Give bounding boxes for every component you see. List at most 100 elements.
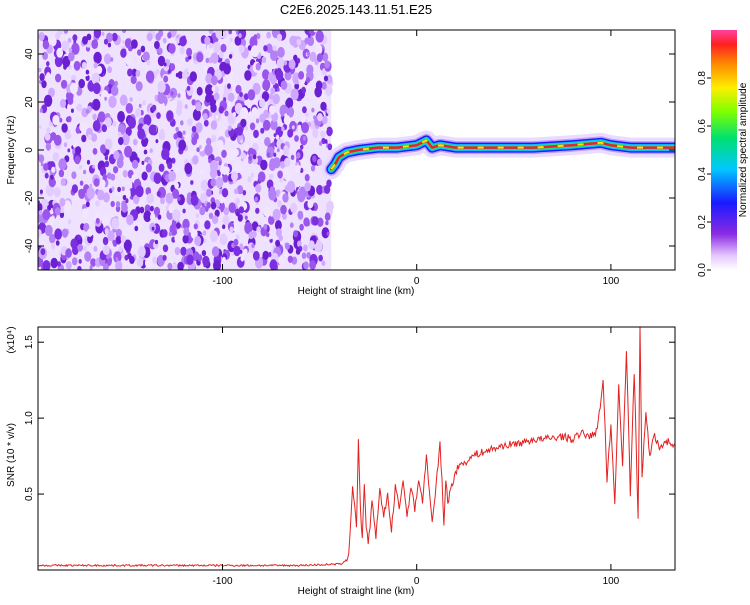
noise-blob [326, 109, 331, 114]
noise-blob [125, 57, 132, 66]
noise-blob [234, 36, 242, 46]
noise-blob [284, 242, 290, 250]
noise-blob [250, 45, 260, 58]
noise-blob [85, 69, 90, 75]
noise-blob [38, 124, 42, 129]
noise-blob [253, 129, 259, 139]
noise-blob [124, 145, 133, 158]
noise-blob [294, 135, 299, 142]
noise-blob [110, 57, 114, 62]
noise-blob [75, 126, 81, 134]
noise-blob [166, 101, 175, 113]
noise-blob [296, 158, 299, 163]
noise-blob [60, 178, 66, 187]
noise-blob [177, 261, 184, 270]
noise-blob [296, 38, 302, 46]
noise-blob [49, 233, 56, 244]
noise-blob [92, 148, 98, 155]
noise-blob [288, 59, 296, 70]
noise-blob [297, 210, 304, 220]
noise-blob [312, 155, 317, 163]
noise-blob [82, 36, 88, 45]
noise-blob [42, 209, 51, 221]
noise-blob [274, 220, 282, 231]
noise-blob [260, 127, 265, 134]
noise-blob [324, 84, 333, 96]
noise-blob [277, 170, 283, 179]
noise-blob [259, 94, 263, 99]
noise-blob [85, 201, 90, 208]
noise-blob [235, 84, 242, 94]
noise-blob [240, 107, 249, 119]
noise-blob [63, 30, 69, 34]
noise-blob [308, 240, 315, 250]
noise-blob [316, 217, 324, 227]
noise-blob [39, 189, 43, 194]
noise-blob [236, 212, 240, 217]
noise-blob [176, 107, 182, 116]
noise-blob [118, 246, 123, 253]
noise-blob [189, 150, 194, 158]
noise-blob [154, 40, 160, 50]
noise-blob [133, 138, 138, 146]
noise-blob [234, 188, 239, 195]
noise-blob [127, 116, 136, 129]
x-tick-label: -100 [212, 576, 232, 587]
noise-blob [81, 61, 87, 70]
noise-blob [182, 218, 190, 230]
noise-blob [111, 217, 120, 230]
noise-blob [236, 185, 244, 195]
noise-blob [238, 33, 242, 39]
noise-blob [173, 133, 178, 140]
noise-blob [160, 197, 165, 205]
noise-blob [70, 108, 74, 113]
noise-blob [235, 234, 240, 240]
noise-blob [92, 98, 101, 111]
snr-frame [37, 326, 676, 571]
noise-blob [317, 158, 323, 166]
noise-blob [249, 36, 258, 48]
noise-blob [293, 54, 298, 61]
noise-blob [83, 245, 87, 252]
noise-blob [74, 155, 81, 165]
noise-blob [171, 157, 176, 164]
noise-blob [93, 62, 98, 69]
noise-blob [179, 36, 187, 47]
noise-blob [301, 122, 309, 134]
noise-blob [168, 170, 176, 182]
noise-blob [78, 259, 82, 264]
noise-blob [115, 228, 122, 238]
noise-blob [184, 104, 188, 110]
noise-blob [286, 180, 296, 193]
noise-blob [126, 214, 134, 226]
noise-blob [121, 203, 128, 213]
snr-y-axis-label: SNR (10 * v/v) [6, 423, 17, 487]
chart-title: C2E6.2025.143.11.51.E25 [280, 2, 432, 17]
noise-blob [305, 112, 309, 118]
noise-blob [270, 119, 278, 131]
noise-blob [279, 177, 283, 183]
noise-blob [177, 71, 183, 79]
noise-blob [215, 176, 224, 189]
noise-blob [219, 129, 224, 136]
noise-blob [46, 72, 51, 79]
noise-blob [324, 139, 328, 144]
noise-blob [63, 41, 70, 50]
noise-blob [101, 124, 108, 133]
noise-blob [190, 228, 198, 239]
noise-blob [303, 211, 308, 218]
noise-blob [282, 193, 289, 203]
noise-blob [284, 157, 291, 167]
noise-blob [114, 80, 119, 87]
noise-blob [153, 172, 162, 184]
noise-blob [264, 137, 271, 147]
noise-blob [255, 118, 260, 124]
noise-blob [116, 237, 121, 244]
noise-blob [305, 77, 311, 84]
noise-blob [268, 173, 274, 180]
noise-blob [324, 60, 330, 69]
noise-blob [272, 208, 281, 221]
noise-blob [243, 248, 248, 255]
noise-blob [156, 112, 161, 119]
noise-blob [91, 39, 99, 49]
